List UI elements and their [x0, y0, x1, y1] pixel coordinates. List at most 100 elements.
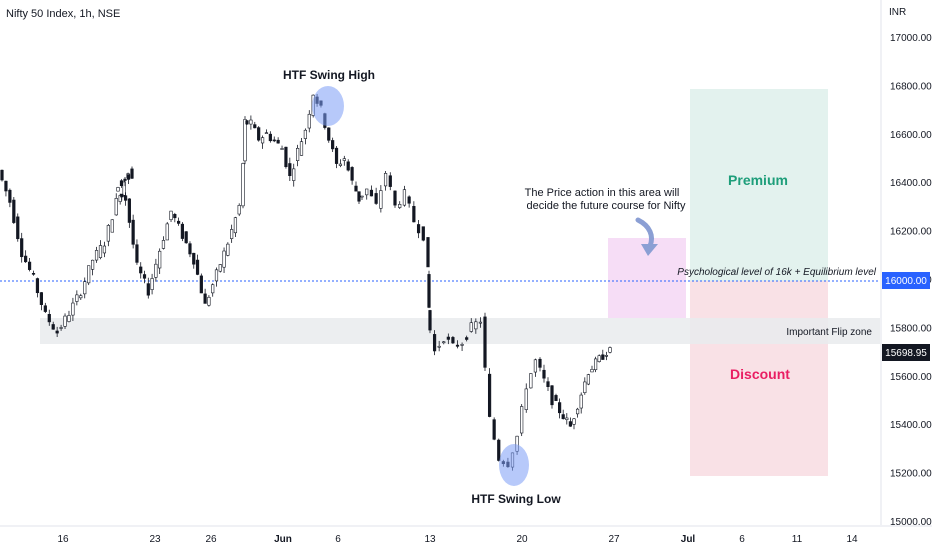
time-tick-label: Jun [274, 534, 292, 545]
candle-body [550, 385, 554, 406]
candle-body [590, 369, 594, 373]
candle-body [478, 321, 483, 324]
candle-body [98, 245, 103, 258]
swing-low-label: HTF Swing Low [471, 492, 561, 506]
candle-body [303, 129, 307, 139]
candle-body [150, 278, 154, 290]
candle-body [604, 355, 608, 357]
symbol-label[interactable]: Nifty 50 Index, 1h, NSE [6, 8, 120, 20]
candle-body [146, 283, 150, 296]
candle-body [35, 278, 40, 294]
candle-body [139, 266, 143, 274]
discount-zone [690, 281, 828, 476]
candle-body [402, 189, 407, 206]
candle-body [161, 240, 166, 249]
candle-body [284, 146, 288, 168]
candle-body [211, 284, 215, 294]
candle-body [214, 269, 219, 282]
candle-body [123, 178, 127, 181]
candle-body [416, 224, 421, 234]
candle-body [460, 344, 464, 346]
price-tick-label: 16600.00 [890, 130, 932, 141]
candle-body [334, 147, 339, 164]
candle-body [469, 322, 473, 332]
candle-body [292, 168, 296, 181]
candle-body [542, 369, 546, 379]
candle-body [169, 210, 173, 220]
candle-body [110, 219, 114, 233]
candle-body [12, 199, 16, 223]
candlestick-series [0, 93, 612, 471]
currency-label: INR [889, 7, 906, 18]
candle-body [346, 161, 350, 171]
candle-body [565, 417, 569, 420]
time-tick-label: 16 [57, 534, 69, 545]
candle-body [207, 296, 211, 306]
price-action-note-line2: decide the future course for Nifty [527, 200, 686, 212]
candle-body [428, 310, 432, 331]
candle-body [575, 408, 580, 415]
candle-body [455, 344, 460, 347]
candle-body [383, 173, 388, 187]
candle-body [354, 185, 358, 192]
candle-body [524, 388, 528, 410]
time-tick-label: 11 [792, 534, 803, 545]
candle-body [586, 374, 590, 385]
candle-body [120, 193, 124, 198]
candle-body [327, 127, 331, 141]
price-tick-label: 15000.00 [890, 517, 932, 528]
candle-body [579, 394, 583, 409]
candle-body [79, 295, 83, 299]
candle-body [474, 321, 478, 330]
candle-body [63, 315, 67, 327]
price-tick-label: 16400.00 [890, 178, 932, 189]
candle-body [268, 133, 272, 142]
candle-body [177, 220, 181, 224]
price-tick-label: 16200.00 [890, 227, 932, 238]
candle-body [529, 373, 533, 389]
price-tick-label: 15800.00 [890, 323, 932, 334]
time-axis-ticks[interactable]: 16 23 26 Jun 6 13 20 27 Jul 6 11 14 [57, 534, 858, 545]
price-tick-label: 15200.00 [890, 469, 932, 480]
candle-body [388, 175, 392, 187]
candle-body [102, 245, 107, 254]
swing-low-marker [499, 444, 529, 486]
candle-body [369, 189, 374, 197]
candle-body [554, 395, 558, 401]
candle-body [195, 259, 200, 275]
candle-body [487, 373, 492, 417]
candle-body [158, 250, 162, 269]
candle-body [245, 120, 249, 125]
candle-body [218, 264, 222, 272]
candle-body [280, 148, 284, 150]
time-tick-label: 20 [516, 534, 528, 545]
candle-body [119, 180, 124, 186]
candle-body [483, 316, 487, 368]
candle-body [427, 274, 431, 308]
candle-body [4, 180, 8, 192]
time-tick-label: 13 [424, 534, 436, 545]
candle-body [154, 263, 158, 278]
price-action-note-line1: The Price action in this area will [525, 187, 680, 199]
candle-body [8, 189, 12, 203]
candle-body [226, 243, 230, 256]
candle-body [71, 302, 75, 316]
candle-body [142, 274, 147, 279]
candle-body [51, 324, 55, 330]
candle-body [342, 158, 346, 161]
candle-body [533, 359, 538, 373]
candle-body [492, 419, 496, 440]
time-tick-label: 14 [846, 534, 858, 545]
price-tick-label: 17000.00 [890, 33, 932, 44]
candle-body [230, 229, 234, 239]
candle-body [398, 204, 402, 208]
candle-body [253, 124, 257, 129]
candle-body [55, 330, 59, 334]
candle-body [83, 281, 87, 295]
candle-body [546, 381, 550, 387]
candle-body [126, 174, 131, 180]
time-tick-label: 23 [149, 534, 161, 545]
candle-body [233, 217, 238, 234]
